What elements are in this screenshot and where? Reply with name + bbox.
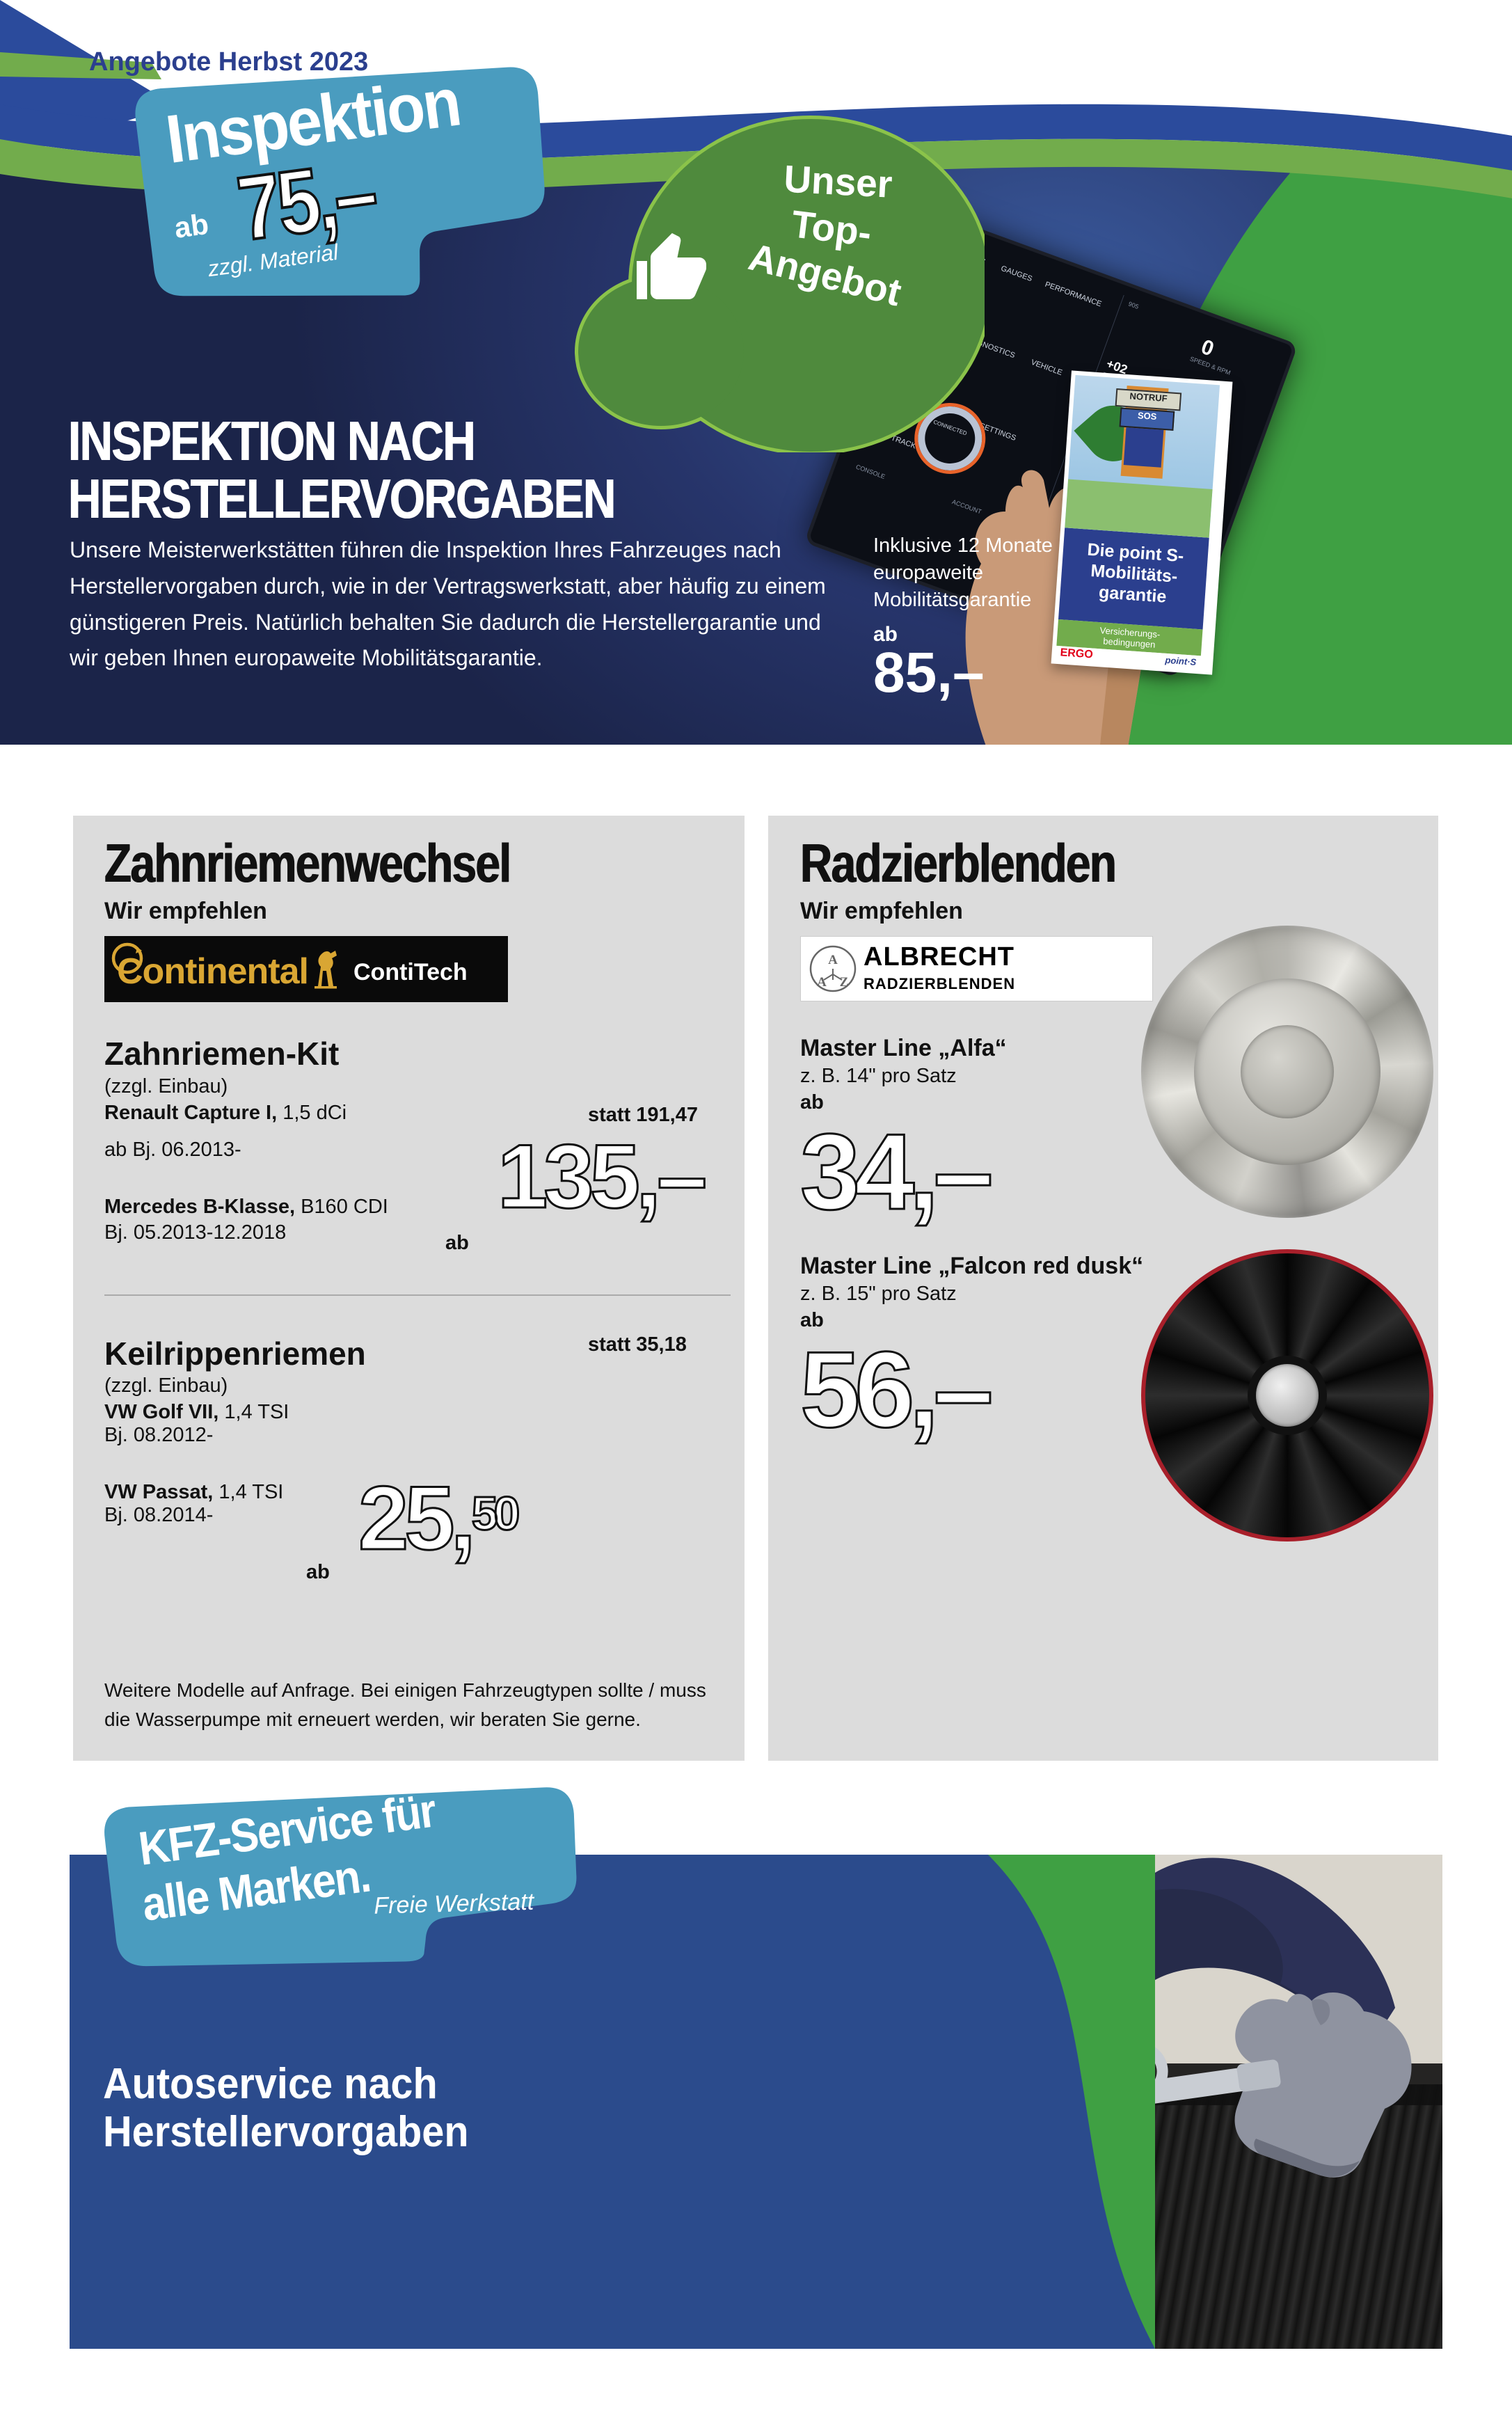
svg-text:Z: Z: [840, 975, 849, 990]
svg-text:Continental: Continental: [117, 951, 308, 992]
svg-text:A: A: [817, 975, 827, 990]
svg-text:A: A: [828, 953, 838, 967]
svg-text:ContiTech: ContiTech: [353, 959, 468, 985]
